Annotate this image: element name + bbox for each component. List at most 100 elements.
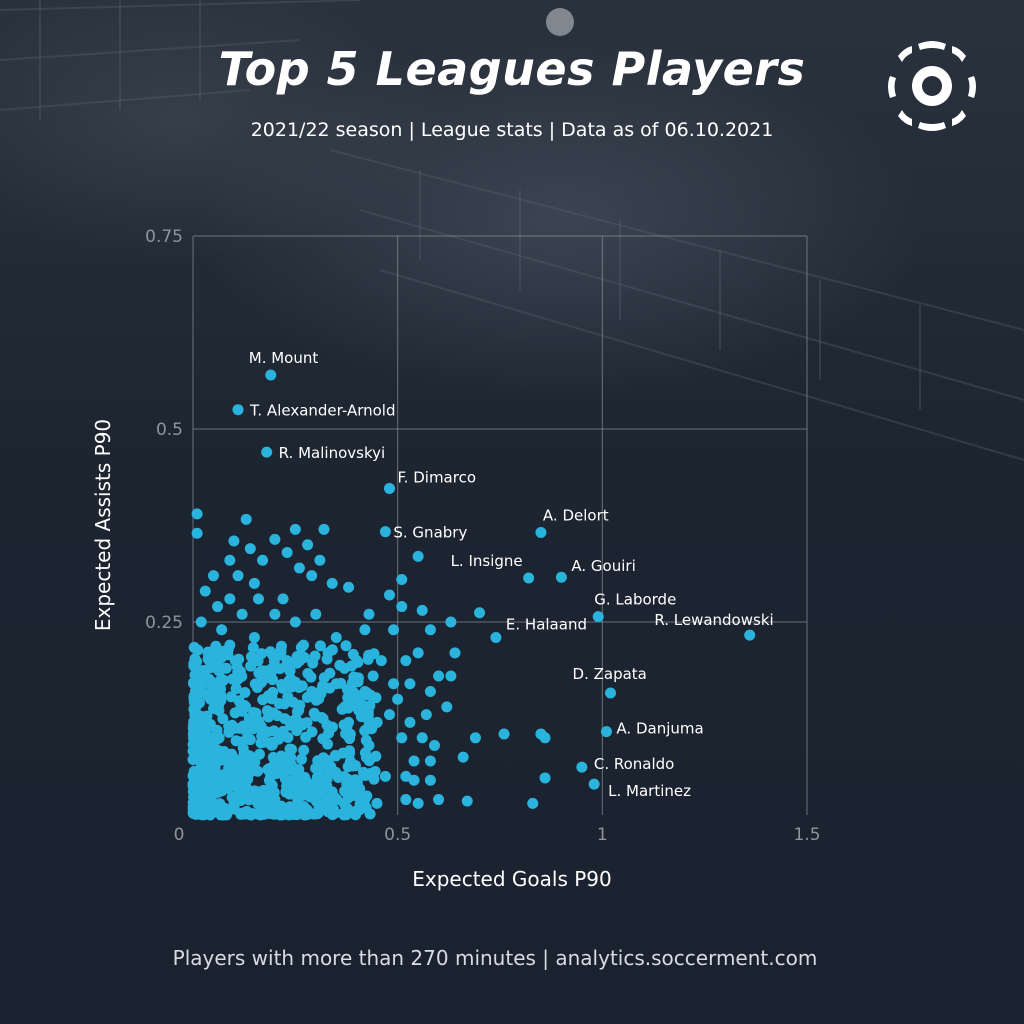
data-point (355, 711, 367, 723)
data-point (370, 692, 382, 704)
data-point (199, 799, 211, 811)
data-point (256, 805, 268, 817)
data-point (408, 755, 420, 767)
chart-point-labels: M. Mount T. Alexander-Arnold R. Malinovsky… (249, 349, 774, 800)
labeled-data-point (535, 526, 547, 538)
data-point (285, 752, 297, 764)
data-point (400, 770, 412, 782)
data-point (197, 756, 209, 768)
point-label: F. Dimarco (397, 468, 476, 486)
data-point (351, 655, 363, 667)
data-point (445, 670, 457, 682)
data-point (228, 535, 240, 547)
data-point (209, 761, 221, 773)
data-point (461, 795, 473, 807)
data-point (302, 668, 314, 680)
data-point (340, 640, 352, 652)
data-point (235, 795, 247, 807)
data-point (290, 770, 302, 782)
data-point (359, 725, 371, 737)
data-point (239, 686, 251, 698)
data-point (498, 728, 510, 740)
data-point (207, 570, 219, 582)
data-point (281, 547, 293, 559)
y-tick-label: 0.75 (145, 227, 183, 247)
data-point (298, 789, 310, 801)
labeled-data-point (600, 726, 612, 738)
data-point (236, 705, 248, 717)
data-point (298, 639, 310, 651)
data-point (322, 806, 334, 818)
data-point (408, 774, 420, 786)
data-point (338, 662, 350, 674)
x-tick-label: 1 (597, 825, 608, 845)
data-point (539, 772, 551, 784)
data-point (232, 570, 244, 582)
data-point (289, 523, 301, 535)
labeled-data-point (523, 572, 535, 584)
data-point (217, 713, 229, 725)
data-point (474, 607, 486, 619)
data-point (379, 770, 391, 782)
labeled-data-point (379, 526, 391, 538)
data-point (215, 652, 227, 664)
data-point (306, 685, 318, 697)
data-point (314, 640, 326, 652)
data-point (400, 655, 412, 667)
data-point (424, 685, 436, 697)
data-point (262, 784, 274, 796)
labeled-data-point (232, 404, 244, 416)
data-point (224, 554, 236, 566)
data-point (388, 624, 400, 636)
data-point (420, 709, 432, 721)
data-point (306, 726, 318, 738)
x-tick-label: 1.5 (793, 825, 820, 845)
data-point (256, 730, 268, 742)
data-point (244, 543, 256, 555)
data-point (286, 743, 298, 755)
data-point (424, 624, 436, 636)
data-point (363, 740, 375, 752)
x-tick-label: 0.5 (384, 825, 411, 845)
data-point (338, 809, 350, 821)
point-label: E. Halaand (506, 615, 587, 633)
data-point (433, 794, 445, 806)
data-point (326, 786, 338, 798)
data-point (424, 755, 436, 767)
data-point (269, 662, 281, 674)
data-point (256, 648, 268, 660)
data-point (344, 733, 356, 745)
data-point (316, 712, 328, 724)
data-point (343, 581, 355, 593)
data-point (323, 727, 335, 739)
data-point (322, 738, 334, 750)
data-point (416, 604, 428, 616)
data-point (212, 601, 224, 613)
data-point (248, 577, 260, 589)
labeled-data-point (744, 629, 756, 641)
data-point (233, 695, 245, 707)
data-point (363, 608, 375, 620)
data-point (240, 513, 252, 525)
data-point (188, 753, 200, 765)
data-point (208, 783, 220, 795)
y-tick-label: 0.25 (145, 613, 183, 633)
data-point (213, 705, 225, 717)
labeled-data-point (261, 446, 273, 458)
data-point (291, 809, 303, 821)
data-point (207, 681, 219, 693)
data-point (293, 562, 305, 574)
point-label: A. Danjuma (616, 720, 703, 738)
data-point (404, 716, 416, 728)
data-point (261, 705, 273, 717)
data-point (367, 670, 379, 682)
data-point (412, 647, 424, 659)
data-point (392, 693, 404, 705)
point-label: A. Gouiri (571, 557, 635, 575)
point-label: C. Ronaldo (594, 755, 675, 773)
data-point (441, 701, 453, 713)
data-point (252, 593, 264, 605)
data-point (539, 732, 551, 744)
data-point (210, 640, 222, 652)
